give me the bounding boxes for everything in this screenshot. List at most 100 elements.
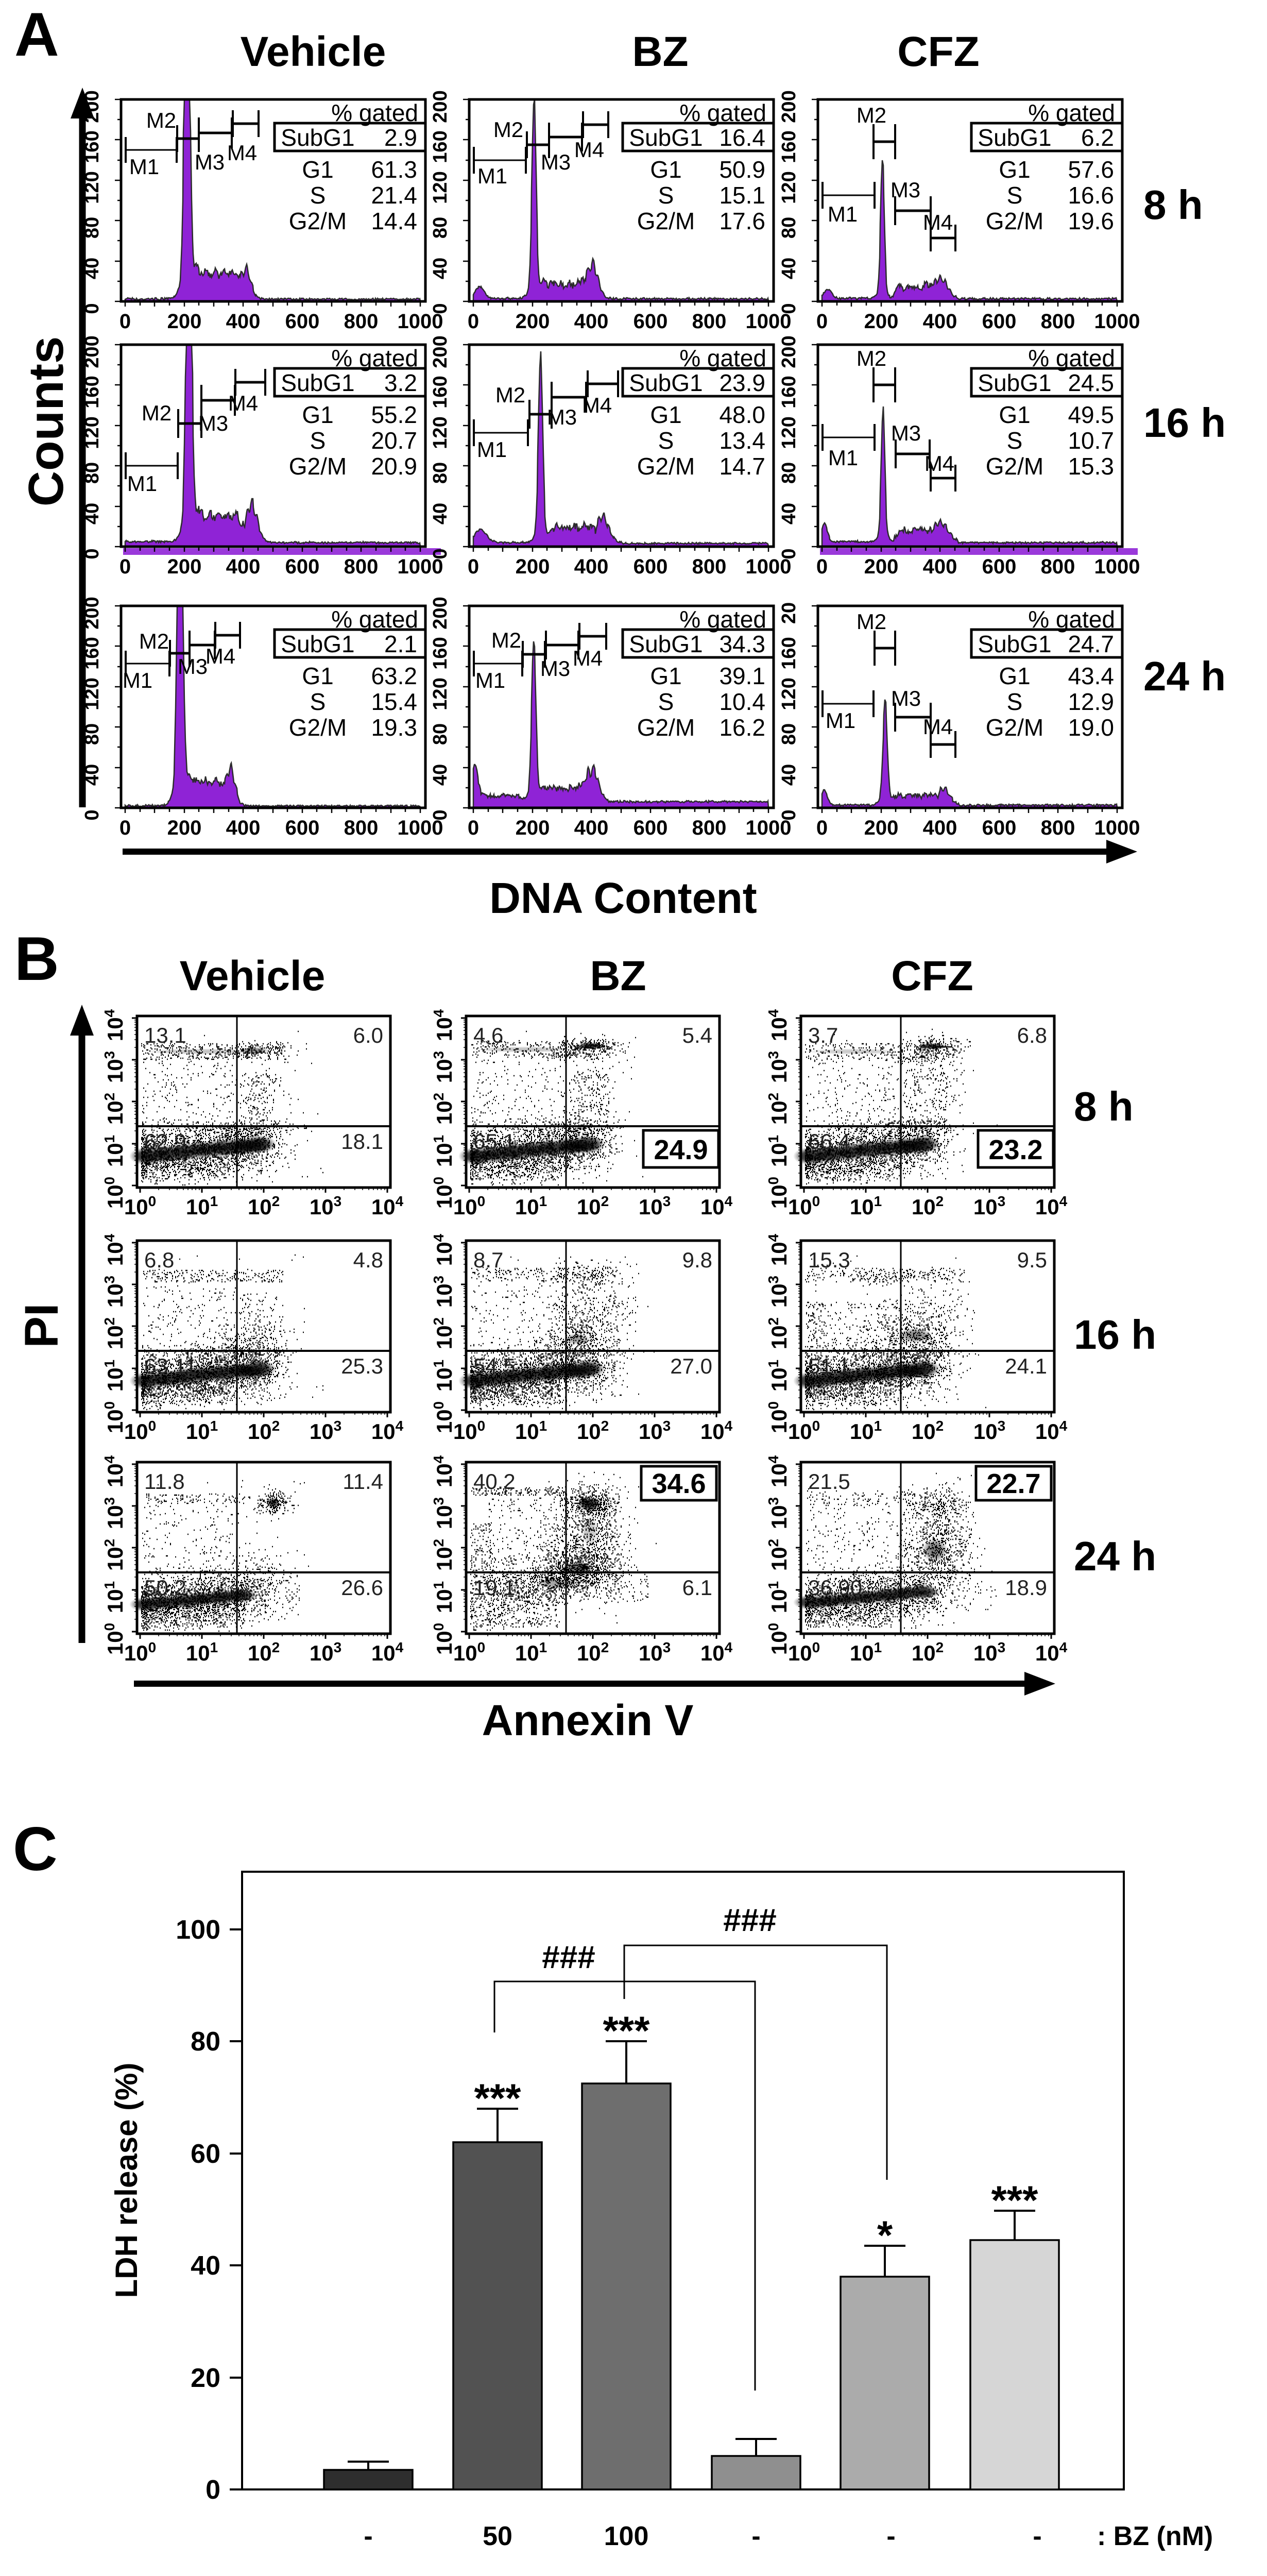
svg-text:4.6: 4.6 (473, 1023, 503, 1047)
svg-text:C: C (13, 1815, 58, 1884)
svg-text:61.3: 61.3 (371, 156, 417, 183)
svg-text:S: S (310, 688, 326, 715)
svg-text:6.8: 6.8 (1017, 1023, 1047, 1047)
svg-text:100: 100 (101, 1177, 127, 1209)
svg-text:400: 400 (226, 555, 261, 578)
svg-text:1000: 1000 (398, 310, 443, 333)
svg-text:27.0: 27.0 (670, 1354, 712, 1378)
svg-text:200: 200 (864, 310, 899, 333)
svg-text:G2/M: G2/M (637, 714, 695, 741)
svg-text:200: 200 (430, 335, 451, 368)
svg-text:S: S (658, 427, 674, 454)
svg-text:103: 103 (101, 1051, 127, 1083)
svg-text:5.4: 5.4 (682, 1023, 712, 1047)
svg-text:13.1: 13.1 (144, 1023, 186, 1047)
svg-text:10.4: 10.4 (719, 688, 765, 715)
svg-text:3.7: 3.7 (808, 1023, 838, 1047)
svg-text:800: 800 (1041, 555, 1075, 578)
svg-text:M4: M4 (923, 715, 953, 739)
svg-text:80: 80 (778, 217, 800, 239)
svg-text:M3: M3 (195, 150, 225, 174)
svg-text:0: 0 (430, 809, 451, 820)
svg-text:0: 0 (81, 548, 103, 559)
svg-text:% gated: % gated (331, 606, 418, 633)
svg-text:600: 600 (982, 555, 1017, 578)
svg-text:SubG1: SubG1 (281, 369, 354, 396)
svg-text:100: 100 (176, 1915, 220, 1945)
svg-text:: BZ (nM): : BZ (nM) (1097, 2521, 1213, 2551)
svg-text:102: 102 (248, 1418, 280, 1444)
svg-text:0: 0 (81, 303, 103, 314)
svg-text:PI: PI (15, 1303, 68, 1348)
svg-text:24 h: 24 h (1143, 653, 1226, 699)
svg-text:80: 80 (81, 723, 103, 745)
svg-text:102: 102 (577, 1193, 609, 1219)
svg-text:0: 0 (81, 809, 103, 820)
svg-text:102: 102 (765, 1093, 791, 1125)
svg-text:36.90: 36.90 (808, 1575, 862, 1600)
svg-text:100: 100 (604, 2521, 649, 2551)
svg-text:2.9: 2.9 (384, 124, 417, 151)
svg-text:400: 400 (574, 817, 609, 839)
svg-text:200: 200 (81, 335, 103, 368)
svg-text:800: 800 (692, 817, 727, 839)
svg-text:0: 0 (778, 548, 800, 559)
svg-text:120: 120 (81, 677, 103, 710)
svg-text:S: S (310, 182, 326, 209)
svg-text:SubG1: SubG1 (629, 124, 703, 151)
svg-text:10.7: 10.7 (1068, 427, 1114, 454)
svg-text:200: 200 (778, 335, 800, 368)
svg-text:12.9: 12.9 (1068, 688, 1114, 715)
svg-text:M1: M1 (127, 471, 157, 496)
svg-text:6.0: 6.0 (353, 1023, 383, 1047)
svg-text:40: 40 (778, 764, 800, 786)
svg-text:M3: M3 (178, 654, 208, 679)
svg-text:SubG1: SubG1 (281, 631, 354, 657)
svg-text:SubG1: SubG1 (629, 631, 703, 657)
svg-text:200: 200 (430, 597, 451, 629)
svg-text:34.3: 34.3 (719, 631, 765, 657)
svg-text:*: * (877, 2212, 893, 2258)
svg-text:S: S (310, 427, 326, 454)
svg-text:600: 600 (634, 817, 668, 839)
svg-text:1000: 1000 (398, 555, 443, 578)
svg-text:Counts: Counts (19, 336, 74, 507)
svg-text:63.11: 63.11 (144, 1354, 197, 1378)
svg-text:Annexin V: Annexin V (482, 1696, 694, 1744)
svg-text:200: 200 (430, 90, 451, 123)
svg-text:0: 0 (778, 303, 800, 314)
svg-text:17.6: 17.6 (719, 208, 765, 234)
svg-text:40: 40 (430, 503, 451, 524)
svg-text:M2: M2 (857, 346, 886, 370)
svg-text:49.5: 49.5 (1068, 401, 1114, 428)
svg-text:50: 50 (483, 2521, 512, 2551)
svg-text:11.8: 11.8 (144, 1469, 185, 1494)
svg-text:100: 100 (431, 1177, 456, 1209)
svg-text:0: 0 (468, 555, 479, 578)
svg-text:23.2: 23.2 (988, 1134, 1042, 1165)
svg-text:BZ: BZ (590, 953, 646, 999)
svg-text:400: 400 (574, 555, 609, 578)
svg-text:M4: M4 (206, 644, 235, 668)
svg-text:S: S (1007, 182, 1023, 209)
svg-text:200: 200 (864, 555, 899, 578)
svg-text:15.4: 15.4 (371, 688, 417, 715)
svg-text:200: 200 (778, 90, 800, 123)
svg-text:M3: M3 (198, 411, 228, 435)
svg-text:M3: M3 (547, 405, 577, 429)
svg-text:200: 200 (864, 817, 899, 839)
svg-text:16.6: 16.6 (1068, 182, 1114, 209)
svg-text:G1: G1 (302, 663, 333, 689)
svg-text:G2/M: G2/M (986, 714, 1043, 741)
svg-text:-: - (751, 2521, 760, 2551)
svg-text:1000: 1000 (1094, 817, 1140, 839)
svg-text:% gated: % gated (1028, 606, 1115, 633)
svg-text:800: 800 (344, 310, 379, 333)
svg-text:15.3: 15.3 (1068, 453, 1114, 480)
svg-text:0: 0 (430, 303, 451, 314)
svg-text:8.7: 8.7 (473, 1248, 503, 1272)
svg-text:40: 40 (81, 764, 103, 786)
svg-text:400: 400 (226, 310, 261, 333)
svg-text:600: 600 (982, 310, 1017, 333)
svg-text:100: 100 (101, 1623, 127, 1655)
